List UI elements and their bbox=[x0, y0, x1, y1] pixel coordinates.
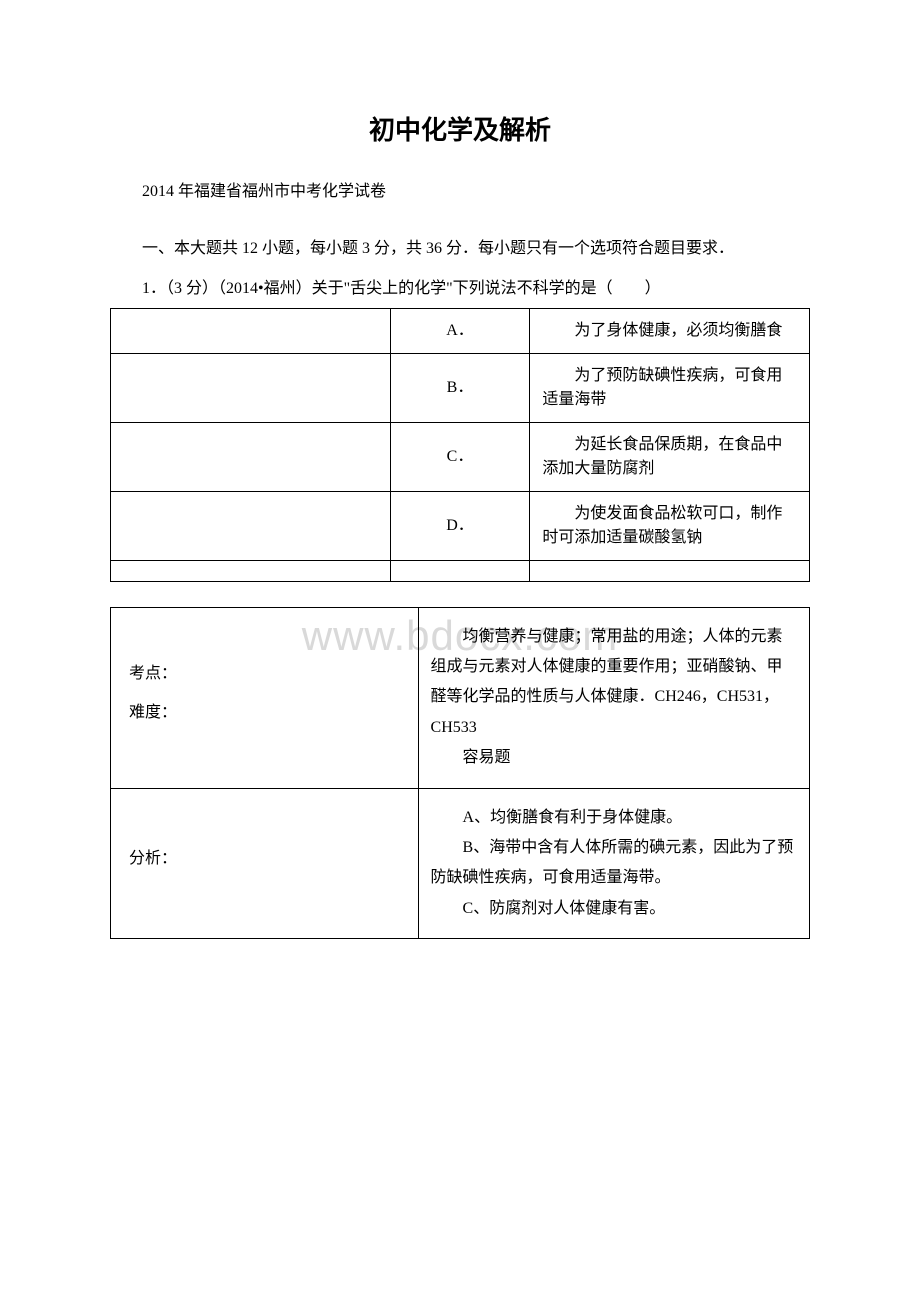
empty-cell bbox=[111, 491, 391, 560]
analysis-left-cell: 分析： bbox=[111, 788, 419, 939]
option-row: D． 为使发面食品松软可口，制作时可添加适量碳酸氢钠 bbox=[111, 491, 810, 560]
section-intro: 一、本大题共 12 小题，每小题 3 分，共 36 分．每小题只有一个选项符合题… bbox=[110, 236, 810, 262]
fenxi-text-b: B、海带中含有人体所需的碘元素，因此为了预防缺碘性疾病，可食用适量海带。 bbox=[431, 833, 797, 894]
kaodian-label: 考点： bbox=[129, 659, 406, 689]
empty-cell bbox=[111, 308, 391, 353]
option-label: D． bbox=[390, 491, 530, 560]
empty-cell bbox=[111, 353, 391, 422]
kaodian-text: 均衡营养与健康；常用盐的用途；人体的元素组成与元素对人体健康的重要作用；亚硝酸钠… bbox=[431, 622, 797, 744]
option-row: C． 为延长食品保质期，在食品中添加大量防腐剂 bbox=[111, 422, 810, 491]
option-row: B． 为了预防缺碘性疾病，可食用适量海带 bbox=[111, 353, 810, 422]
option-label: C． bbox=[390, 422, 530, 491]
empty-cell bbox=[111, 560, 391, 581]
option-label: B． bbox=[390, 353, 530, 422]
fenxi-text-a: A、均衡膳食有利于身体健康。 bbox=[431, 803, 797, 833]
page-title: 初中化学及解析 bbox=[110, 110, 810, 147]
fenxi-text-c: C、防腐剂对人体健康有害。 bbox=[431, 894, 797, 924]
option-text: 为使发面食品松软可口，制作时可添加适量碳酸氢钠 bbox=[530, 491, 810, 560]
empty-cell bbox=[111, 422, 391, 491]
option-label: A． bbox=[390, 308, 530, 353]
option-row bbox=[111, 560, 810, 581]
analysis-right-cell: A、均衡膳食有利于身体健康。 B、海带中含有人体所需的碘元素，因此为了预防缺碘性… bbox=[418, 788, 809, 939]
analysis-right-cell: 均衡营养与健康；常用盐的用途；人体的元素组成与元素对人体健康的重要作用；亚硝酸钠… bbox=[418, 607, 809, 788]
fenxi-label: 分析： bbox=[129, 844, 406, 874]
option-row: A． 为了身体健康，必须均衡膳食 bbox=[111, 308, 810, 353]
option-text: 为了预防缺碘性疾病，可食用适量海带 bbox=[530, 353, 810, 422]
question-stem: 1．（3 分）（2014•福州）关于"舌尖上的化学"下列说法不科学的是（ ） bbox=[110, 274, 810, 298]
option-text: 为延长食品保质期，在食品中添加大量防腐剂 bbox=[530, 422, 810, 491]
nandu-label: 难度： bbox=[129, 698, 406, 728]
analysis-left-cell: 考点： 难度： bbox=[111, 607, 419, 788]
analysis-table: 考点： 难度： 均衡营养与健康；常用盐的用途；人体的元素组成与元素对人体健康的重… bbox=[110, 607, 810, 940]
analysis-row: 分析： A、均衡膳食有利于身体健康。 B、海带中含有人体所需的碘元素，因此为了预… bbox=[111, 788, 810, 939]
options-table: A． 为了身体健康，必须均衡膳食 B． 为了预防缺碘性疾病，可食用适量海带 C．… bbox=[110, 308, 810, 582]
analysis-row: 考点： 难度： 均衡营养与健康；常用盐的用途；人体的元素组成与元素对人体健康的重… bbox=[111, 607, 810, 788]
empty-cell bbox=[530, 560, 810, 581]
nandu-text: 容易题 bbox=[431, 743, 797, 773]
exam-subtitle: 2014 年福建省福州市中考化学试卷 bbox=[110, 177, 810, 201]
option-text: 为了身体健康，必须均衡膳食 bbox=[530, 308, 810, 353]
empty-cell bbox=[390, 560, 530, 581]
